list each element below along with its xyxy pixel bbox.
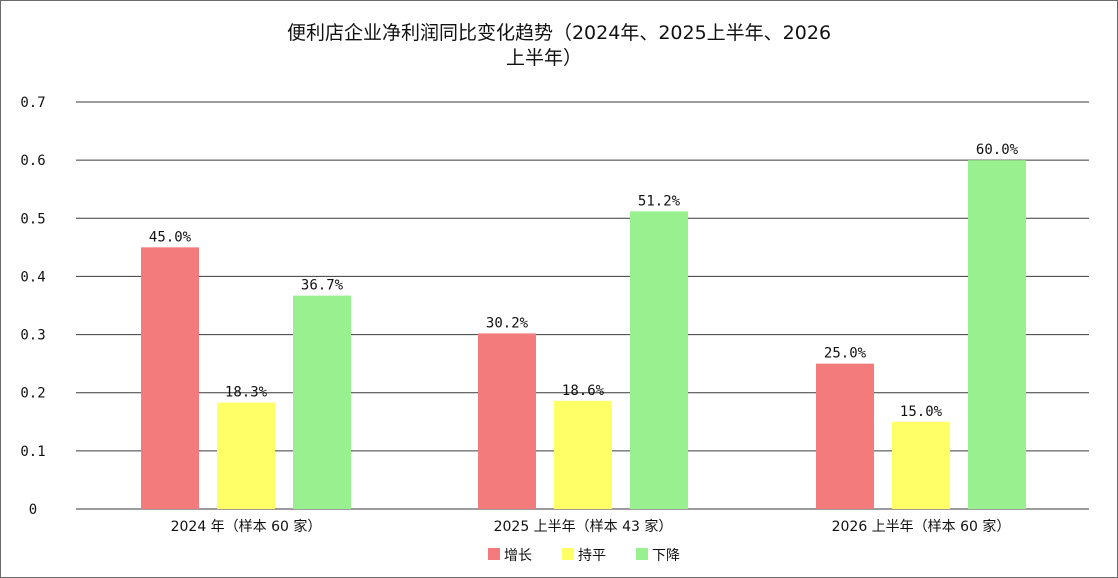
y-axis-tick-labels: 0 0.1 0.2 0.3 0.4 0.5 0.6 0.7 <box>20 95 45 518</box>
y-tick-label: 0.6 <box>20 153 45 169</box>
legend-label: 持平 <box>578 548 606 564</box>
bar-增长 <box>816 363 874 509</box>
chart-title: 便利店企业净利润同比变化趋势（2024年、2025上半年、2026 上半年） <box>287 22 831 69</box>
x-category-label: 2024 年（样本 60 家） <box>171 518 322 535</box>
chart-title-line-2: 上半年） <box>506 47 582 69</box>
y-tick-label: 0.3 <box>20 328 45 344</box>
legend-label: 增长 <box>504 548 532 564</box>
legend-swatch <box>636 548 648 560</box>
data-label: 51.2% <box>638 193 681 209</box>
data-label: 18.3% <box>225 385 268 401</box>
y-tick-label: 0.5 <box>20 211 45 227</box>
bar-持平 <box>892 421 950 509</box>
y-tick-label: 0.4 <box>20 269 45 285</box>
y-tick-label: 0.1 <box>20 444 45 460</box>
bars <box>141 160 1026 509</box>
bar-持平 <box>554 400 612 509</box>
data-label: 45.0% <box>149 229 192 245</box>
legend-label: 下降 <box>652 548 680 564</box>
data-label: 15.0% <box>900 404 943 420</box>
data-label: 60.0% <box>976 142 1019 158</box>
bar-下降 <box>293 295 351 509</box>
bar-增长 <box>478 333 536 509</box>
bar-增长 <box>141 247 199 509</box>
legend: 增长 持平 下降 <box>488 548 680 564</box>
x-category-label: 2025 上半年（样本 43 家） <box>494 518 673 535</box>
chart-title-line-1: 便利店企业净利润同比变化趋势（2024年、2025上半年、2026 <box>287 22 831 44</box>
data-label: 36.7% <box>301 278 344 294</box>
y-tick-label: 0.2 <box>20 386 45 402</box>
legend-swatch <box>488 548 500 560</box>
y-tick-label: 0 <box>29 502 37 518</box>
x-axis-category-labels: 2024 年（样本 60 家） 2025 上半年（样本 43 家） 2026 上半年… <box>171 518 1011 535</box>
legend-swatch <box>562 548 574 560</box>
data-labels: 45.0% 30.2% 25.0% 18.3% 18.6% 15.0% 36.7% 51.2%… <box>149 142 1019 420</box>
bar-持平 <box>217 402 275 509</box>
data-label: 25.0% <box>824 346 867 362</box>
y-tick-label: 0.7 <box>20 95 45 111</box>
data-label: 30.2% <box>486 315 529 331</box>
data-label: 18.6% <box>562 383 605 399</box>
bar-下降 <box>968 160 1026 509</box>
x-category-label: 2026 上半年（样本 60 家） <box>832 518 1011 535</box>
bar-下降 <box>630 211 688 509</box>
